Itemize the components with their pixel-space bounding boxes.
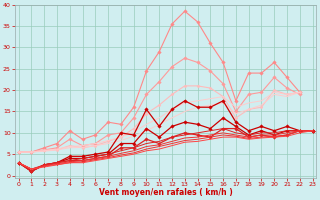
X-axis label: Vent moyen/en rafales ( km/h ): Vent moyen/en rafales ( km/h ) <box>99 188 232 197</box>
